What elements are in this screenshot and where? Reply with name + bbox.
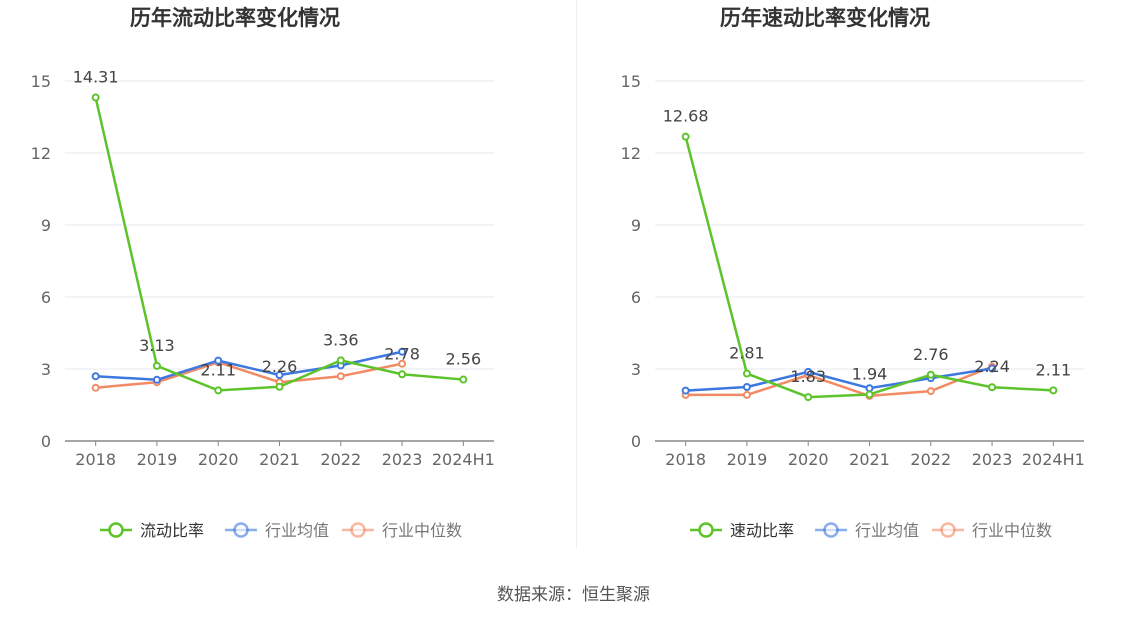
y-tick-label: 9 xyxy=(41,216,51,235)
panel-divider xyxy=(576,0,577,548)
x-tick-label: 2021 xyxy=(849,450,890,469)
chart-title: 历年流动比率变化情况 xyxy=(130,6,340,30)
data-point xyxy=(804,367,813,376)
x-tick-label: 2020 xyxy=(198,450,239,469)
data-point xyxy=(865,390,874,399)
data-point xyxy=(152,375,161,384)
x-tick-label: 2022 xyxy=(910,450,951,469)
data-label: 3.13 xyxy=(139,336,175,355)
chart-title: 历年速动比率变化情况 xyxy=(720,6,930,30)
legend-label[interactable]: 行业均值 xyxy=(265,521,329,540)
data-label: 2.56 xyxy=(446,350,482,369)
y-tick-label: 9 xyxy=(631,216,641,235)
data-point xyxy=(681,386,690,395)
x-tick-label: 2023 xyxy=(382,450,423,469)
data-point xyxy=(926,387,935,396)
legend-swatch-marker[interactable] xyxy=(108,522,124,538)
series-line xyxy=(685,367,993,392)
data-label: 2.76 xyxy=(913,345,949,364)
x-tick-label: 2018 xyxy=(665,450,706,469)
data-label: 12.68 xyxy=(663,107,709,126)
quick-ratio-chart-svg: 历年速动比率变化情况 0 3 6 9 12 15 2018 2019 2020 2021 2022 20… xyxy=(621,6,1085,540)
legend-swatch-marker[interactable] xyxy=(823,522,839,538)
y-tick-label: 15 xyxy=(621,72,641,91)
legend-label[interactable]: 行业中位数 xyxy=(382,521,462,540)
legend-label[interactable]: 行业中位数 xyxy=(972,521,1052,540)
data-label: 2.24 xyxy=(974,357,1010,376)
legend-swatch-marker[interactable] xyxy=(350,522,366,538)
x-tick-label: 2018 xyxy=(75,450,116,469)
data-point xyxy=(988,364,997,373)
data-point xyxy=(459,375,468,384)
legend-label[interactable]: 行业均值 xyxy=(855,521,919,540)
y-tick-label: 3 xyxy=(41,360,51,379)
data-point xyxy=(91,383,100,392)
series-line xyxy=(95,361,403,389)
y-tick-label: 0 xyxy=(631,432,641,451)
x-tick-label: 2023 xyxy=(972,450,1013,469)
current-ratio-chart-svg: 历年流动比率变化情况 0 3 6 9 12 15 2018 2019 2020 2021 2022 20… xyxy=(31,6,495,540)
legend-label[interactable]: 流动比率 xyxy=(140,521,204,540)
data-label: 1.94 xyxy=(852,364,888,383)
data-point xyxy=(988,383,997,392)
data-point xyxy=(336,372,345,381)
legend-label[interactable]: 速动比率 xyxy=(730,521,794,540)
legend-swatch-marker[interactable] xyxy=(233,522,249,538)
data-point xyxy=(742,383,751,391)
data-label: 14.31 xyxy=(73,68,119,87)
data-point xyxy=(214,386,223,395)
y-tick-label: 0 xyxy=(41,432,51,451)
legend-swatch-marker[interactable] xyxy=(940,522,956,538)
series-line xyxy=(685,365,993,398)
data-point xyxy=(214,356,223,365)
data-label: 2.78 xyxy=(384,344,420,363)
data-label: 2.11 xyxy=(1036,360,1072,379)
data-point xyxy=(275,371,284,379)
data-label: 3.36 xyxy=(323,330,359,349)
x-tick-label: 2024H1 xyxy=(1022,450,1085,469)
x-tick-label: 2019 xyxy=(137,450,178,469)
data-point xyxy=(91,372,100,381)
series-line xyxy=(95,350,403,382)
data-source-note: 数据来源：恒生聚源 xyxy=(497,585,650,605)
data-label: 1.83 xyxy=(790,367,826,386)
data-point xyxy=(152,361,161,370)
x-tick-label: 2020 xyxy=(788,450,829,469)
data-point xyxy=(398,359,407,368)
legend-swatch-marker[interactable] xyxy=(698,522,714,538)
x-tick-label: 2021 xyxy=(259,450,300,469)
data-point xyxy=(1049,386,1058,395)
y-tick-label: 12 xyxy=(31,144,51,163)
y-tick-label: 12 xyxy=(621,144,641,163)
y-tick-label: 3 xyxy=(631,360,641,379)
y-tick-label: 6 xyxy=(631,288,641,307)
y-tick-label: 15 xyxy=(31,72,51,91)
data-label: 2.26 xyxy=(262,357,298,376)
data-point xyxy=(865,384,874,393)
x-tick-label: 2019 xyxy=(727,450,768,469)
x-tick-label: 2024H1 xyxy=(432,450,495,469)
data-point xyxy=(275,382,284,391)
data-point xyxy=(742,369,751,378)
data-label: 2.11 xyxy=(200,360,236,379)
data-point xyxy=(742,390,751,399)
data-point xyxy=(91,93,100,102)
data-point xyxy=(398,347,407,356)
current-ratio-chart: 历年流动比率变化情况 0 3 6 9 12 15 2018 2019 2020 2021 2022 20… xyxy=(10,0,570,560)
data-point xyxy=(398,370,407,379)
data-label: 2.81 xyxy=(729,344,765,363)
data-point xyxy=(681,132,690,141)
data-point xyxy=(926,370,935,379)
y-tick-label: 6 xyxy=(41,288,51,307)
quick-ratio-chart: 历年速动比率变化情况 0 3 6 9 12 15 2018 2019 2020 2021 2022 20… xyxy=(600,0,1147,560)
x-tick-label: 2022 xyxy=(320,450,361,469)
data-point xyxy=(804,393,813,402)
data-point xyxy=(336,356,345,365)
